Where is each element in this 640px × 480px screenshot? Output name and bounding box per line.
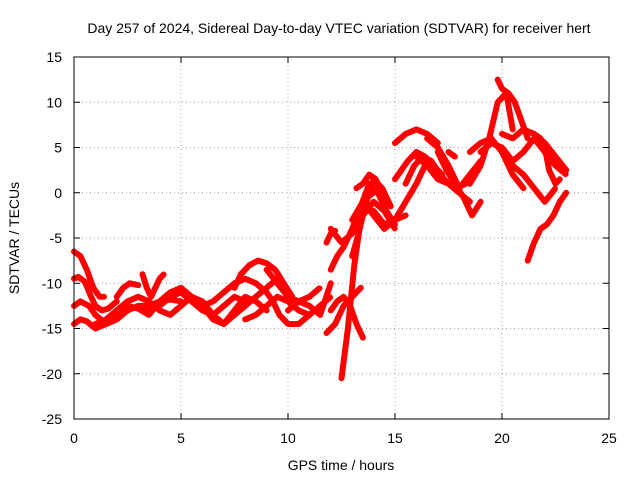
y-tick-label: -20: [42, 366, 62, 382]
series-line: [531, 130, 563, 187]
series-line: [327, 293, 366, 341]
x-tick-label: 10: [280, 430, 296, 446]
chart-title: Day 257 of 2024, Sidereal Day-to-day VTE…: [87, 20, 590, 36]
y-tick-label: 0: [54, 185, 62, 201]
y-tick-label: 5: [54, 140, 62, 156]
series-line: [353, 171, 386, 196]
series-line: [445, 149, 458, 160]
series-line: [323, 284, 364, 336]
series-line: [392, 126, 441, 146]
y-tick-labels: -25 -20 -15 -10 -5 0 5 10 15: [42, 49, 62, 427]
axis-ticks: [73, 56, 610, 420]
series-line: [231, 257, 296, 300]
series-line: [509, 162, 559, 205]
series-line: [113, 275, 313, 327]
series-line: [263, 266, 324, 305]
y-axis-title: SDTVAR / TECUs: [6, 182, 22, 294]
series-line: [178, 275, 281, 327]
y-tick-label: -5: [50, 230, 63, 246]
y-tick-label: -10: [42, 275, 62, 291]
series-line: [285, 280, 334, 318]
series-line: [370, 158, 431, 228]
series-line: [71, 273, 120, 314]
series-line: [477, 135, 570, 178]
x-tick-label: 25: [601, 430, 617, 446]
x-tick-label: 20: [494, 430, 510, 446]
series-line: [494, 76, 531, 142]
y-tick-label: -15: [42, 321, 62, 337]
y-tick-label: 10: [46, 94, 62, 110]
grid-lines: [74, 57, 609, 419]
y-tick-label: 15: [46, 49, 62, 65]
y-tick-label: -25: [42, 411, 62, 427]
x-tick-label: 15: [387, 430, 403, 446]
data-series: [71, 76, 570, 382]
x-axis-title: GPS time / hours: [288, 457, 395, 473]
x-tick-label: 0: [70, 430, 78, 446]
series-line: [113, 280, 142, 300]
series-line: [434, 149, 484, 219]
series-line: [139, 271, 167, 300]
series-line: [71, 248, 107, 300]
x-tick-label: 5: [177, 430, 185, 446]
series-line: [466, 90, 516, 187]
x-tick-labels: 0 5 10 15 20 25: [70, 430, 617, 446]
series-line: [524, 189, 570, 264]
